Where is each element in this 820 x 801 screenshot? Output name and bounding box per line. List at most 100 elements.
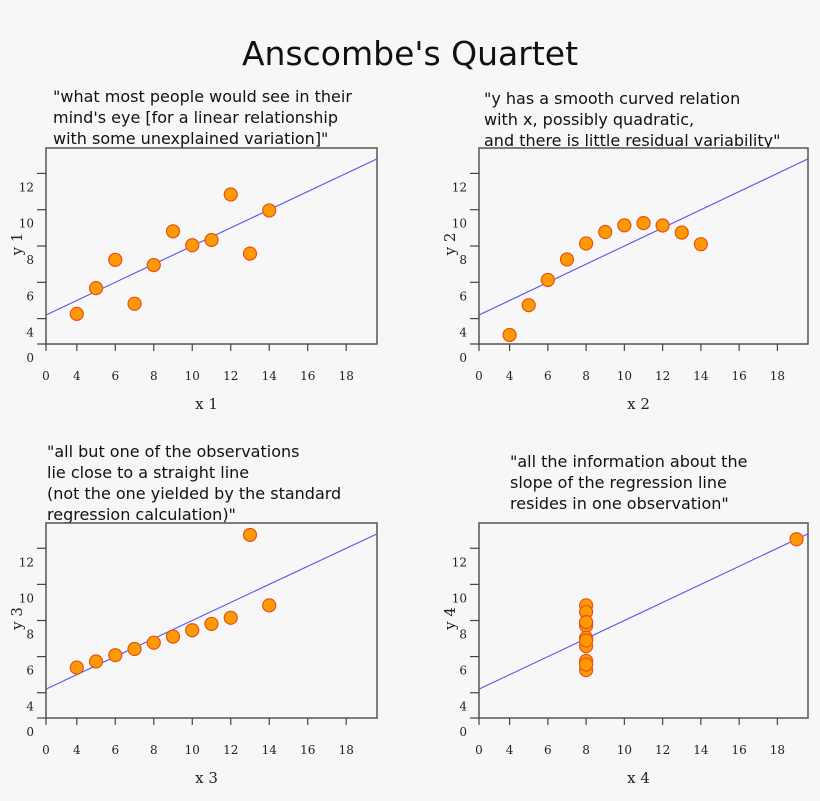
scatter-panel-2: 0 4 6 8 10 12 14 16 18 0 4 6 8 10 12 x 2 y 2 — [441, 147, 809, 413]
data-point — [262, 598, 277, 613]
data-point — [617, 218, 632, 233]
data-point — [185, 623, 200, 638]
x-tick-label: 12 — [223, 369, 238, 383]
data-point — [579, 633, 594, 648]
subtitle-line: regression calculation)" — [47, 505, 236, 524]
y-tick-label: 4 — [26, 326, 34, 340]
data-point — [540, 272, 555, 288]
data-point — [185, 238, 200, 253]
data-point — [242, 527, 258, 543]
x-tick-label: 10 — [617, 743, 632, 757]
x-tick-label: 8 — [150, 743, 158, 757]
y-tick-label: 12 — [19, 180, 34, 194]
data-point — [88, 281, 104, 296]
x-tick-label: 16 — [300, 369, 315, 383]
data-point — [693, 237, 708, 252]
data-point — [127, 296, 142, 311]
x-axis-label: x 4 — [627, 769, 650, 787]
subtitle-line: resides in one observation" — [510, 494, 729, 513]
subtitle-1: "what most people would see in their mind… — [53, 86, 352, 149]
y-tick-label: 8 — [26, 628, 34, 642]
x-tick-label: 14 — [262, 743, 278, 757]
subtitle-line: "all the information about the — [510, 452, 748, 471]
x-tick-label: 16 — [731, 743, 746, 757]
x-tick-label: 10 — [185, 369, 200, 383]
data-point — [521, 298, 536, 313]
subtitle-line: with some unexplained variation]" — [53, 129, 329, 148]
x-tick-label: 0 — [42, 369, 50, 383]
plot-area — [478, 147, 809, 345]
y-axis-label: y 3 — [8, 607, 26, 631]
x-tick-label: 6 — [111, 743, 119, 757]
subtitle-line: "y has a smooth curved relation — [484, 89, 741, 108]
x-axis-label: x 3 — [195, 769, 218, 787]
x-tick-label: 12 — [655, 369, 670, 383]
scatter-panel-4: 0 4 6 8 10 12 14 16 18 0 4 6 8 10 12 x 4 y 4 — [441, 522, 809, 787]
y-tick-label: 10 — [19, 591, 34, 605]
scatter-panel-3: 0 4 6 8 10 12 14 16 18 0 4 6 8 10 12 x 3 y 3 — [8, 522, 378, 787]
data-point — [579, 657, 594, 672]
x-tick-label: 6 — [111, 369, 119, 383]
data-point — [69, 660, 84, 675]
data-point — [579, 615, 594, 630]
x-tick-label: 6 — [544, 369, 552, 383]
x-tick-label: 14 — [262, 369, 278, 383]
x-tick-label: 8 — [582, 743, 590, 757]
subtitle-3: "all but one of the observations lie clos… — [47, 441, 341, 525]
x-tick-label: 18 — [339, 369, 354, 383]
x-tick-label: 16 — [731, 369, 746, 383]
subtitle-line: and there is little residual variability… — [484, 131, 781, 150]
subtitle-line: lie close to a straight line — [47, 463, 250, 482]
y-tick-label: 6 — [26, 289, 34, 303]
y-tick-label: 4 — [26, 700, 34, 714]
subtitle-line: slope of the regression line — [510, 473, 727, 492]
data-point — [223, 610, 238, 625]
y-tick-label: 0 — [26, 351, 34, 365]
subtitle-line: "what most people would see in their — [53, 87, 352, 106]
data-point — [108, 252, 123, 267]
data-point — [242, 246, 258, 261]
x-tick-label: 18 — [339, 743, 354, 757]
x-tick-label: 0 — [42, 743, 50, 757]
y-tick-label: 10 — [19, 217, 34, 231]
y-tick-label: 8 — [26, 253, 34, 267]
data-point — [674, 225, 689, 240]
data-point — [262, 203, 277, 218]
y-tick-label: 0 — [459, 351, 467, 365]
x-tick-label: 10 — [185, 743, 200, 757]
x-tick-label: 14 — [693, 369, 709, 383]
data-point — [69, 306, 84, 321]
x-tick-label: 0 — [475, 743, 483, 757]
y-tick-label: 4 — [459, 326, 467, 340]
x-tick-label: 6 — [544, 743, 552, 757]
x-tick-label: 8 — [582, 369, 590, 383]
data-point — [108, 648, 123, 663]
subtitle-line: "all but one of the observations — [47, 442, 300, 461]
data-point — [789, 532, 804, 547]
data-point — [204, 616, 219, 632]
x-tick-label: 18 — [770, 369, 785, 383]
data-point — [559, 252, 575, 267]
plot-area — [478, 522, 809, 719]
data-point — [88, 654, 104, 669]
y-tick-label: 12 — [452, 180, 467, 194]
x-axis-label: x 1 — [195, 395, 218, 413]
data-point — [655, 218, 670, 233]
data-point — [146, 257, 161, 273]
x-axis-label: x 2 — [627, 395, 650, 413]
subtitle-2: "y has a smooth curved relation with x, p… — [484, 88, 780, 151]
x-tick-label: 4 — [506, 369, 514, 383]
y-tick-label: 8 — [459, 628, 467, 642]
scatter-panel-1: 0 4 6 8 10 12 14 16 18 0 4 6 8 10 12 x 1 y 1 — [8, 147, 378, 413]
y-tick-label: 0 — [459, 725, 467, 739]
x-tick-label: 12 — [223, 743, 238, 757]
x-tick-label: 12 — [655, 743, 670, 757]
chart-title: Anscombe's Quartet — [241, 34, 579, 73]
y-tick-label: 10 — [452, 591, 467, 605]
y-tick-label: 6 — [26, 664, 34, 678]
x-tick-label: 18 — [770, 743, 785, 757]
x-tick-label: 4 — [506, 743, 514, 757]
x-tick-label: 14 — [693, 743, 709, 757]
data-point — [165, 224, 181, 239]
